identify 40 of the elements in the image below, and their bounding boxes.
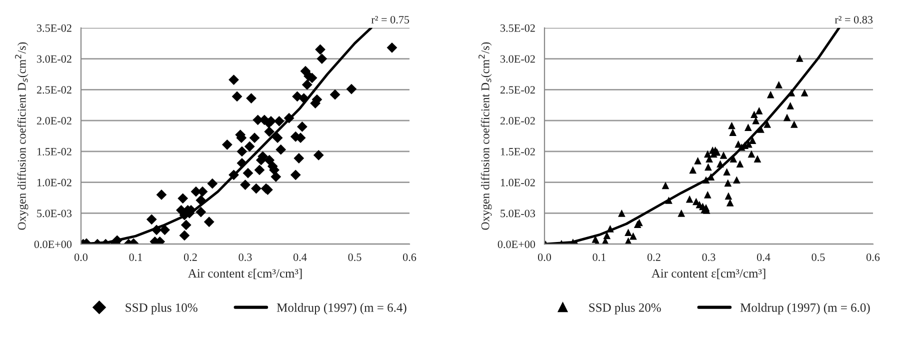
- y-tick-label: 1.0E-02: [37, 178, 72, 186]
- text: r² = 0.75: [371, 16, 410, 24]
- y-tick-label: 2.5E-02: [36, 86, 72, 94]
- legend-label: Moldrup (1997) (m = 6.4): [276, 303, 406, 314]
- x-tick-label: 0.1: [592, 253, 606, 262]
- x-tick-label: 0.5: [812, 253, 825, 262]
- x-tick-label: 0.0: [538, 253, 552, 262]
- legend-label: SSD plus 10%: [126, 303, 198, 314]
- x-tick-label: 0.0: [74, 253, 88, 262]
- y-tick-label: 2.5E-02: [500, 86, 535, 94]
- y-tick-label: 3.5E-02: [500, 24, 535, 32]
- x-axis-title: Air content ε[cm³/cm³]: [188, 268, 302, 280]
- x-tick-label: 0.1: [129, 253, 142, 262]
- x-tick-label: 0.6: [866, 253, 880, 262]
- x-tick-label: 0.4: [756, 253, 770, 262]
- x-axis-title: Air content ε[cm³/cm³]: [651, 268, 766, 280]
- x-tick-label: 0.6: [402, 253, 416, 262]
- y-tick-label: 3.0E-02: [500, 55, 535, 63]
- y-tick-label: 5.0E-03: [500, 210, 536, 218]
- x-tick-label: 0.2: [647, 253, 660, 262]
- legend-label: SSD plus 20%: [589, 303, 661, 314]
- x-tick-label: 0.3: [702, 253, 716, 262]
- x-tick-label: 0.4: [293, 253, 307, 262]
- y-axis-title: Oxygen diffusion coefficient D$_{s}$(cm$^{2}$/s): [478, 42, 492, 230]
- text: r² = 0.83: [834, 16, 873, 24]
- x-tick-label: 0.2: [184, 253, 197, 262]
- y-tick-label: 3.0E-02: [37, 55, 72, 63]
- y-tick-label: 0.0E+00: [34, 240, 72, 248]
- x-tick-label: 0.5: [348, 253, 362, 262]
- y-tick-label: 1.5E-02: [500, 148, 535, 156]
- y-tick-label: 1.0E-02: [500, 178, 535, 186]
- y-tick-label: 0.0E+00: [498, 240, 536, 248]
- y-tick-label: 2.0E-02: [36, 117, 72, 125]
- y-tick-label: 3.5E-02: [37, 24, 72, 32]
- x-tick-label: 0.3: [238, 253, 252, 262]
- y-tick-label: 5.0E-03: [37, 210, 72, 218]
- legend-label: Moldrup (1997) (m = 6.0): [740, 303, 870, 314]
- y-tick-label: 2.0E-02: [500, 117, 535, 125]
- y-tick-label: 1.5E-02: [37, 148, 72, 156]
- y-axis-title: Oxygen diffusion coefficient D$_{s}$(cm$^{2}$/s): [15, 42, 28, 230]
